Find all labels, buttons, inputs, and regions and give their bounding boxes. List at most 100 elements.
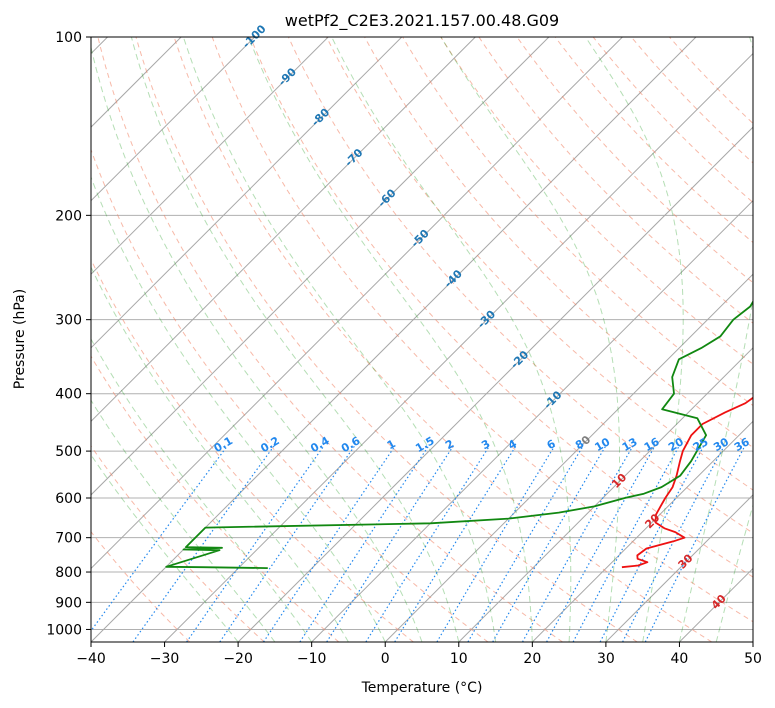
y-tick-label: 500	[55, 444, 82, 460]
y-tick-label: 700	[55, 531, 82, 547]
y-tick-label: 100	[55, 30, 82, 46]
isotherm-line	[531, 420, 753, 642]
moist-adiabat-line	[440, 37, 620, 642]
isotherm-line	[91, 37, 550, 496]
mixing-ratio-label: 3	[479, 437, 492, 452]
isotherm-line	[91, 37, 329, 275]
x-axis-label: Temperature (°C)	[361, 680, 483, 696]
moist-adiabat-line	[130, 37, 460, 642]
isotherm-line	[679, 567, 753, 642]
moist-adiabat-line	[585, 37, 684, 642]
moist-adiabat-line	[331, 37, 572, 642]
x-tick-label: 40	[671, 651, 689, 667]
dry-adiabat-line	[326, 37, 753, 491]
moist-adiabat-line	[91, 45, 423, 642]
isotherm-line	[311, 199, 753, 642]
dry-adiabat-line	[554, 37, 753, 244]
x-tick-label: 20	[523, 651, 541, 667]
dry-adiabat-line	[440, 37, 753, 365]
mixing-ratio-line	[91, 445, 228, 632]
mixing-ratio-line	[262, 445, 396, 642]
mixing-ratio-line	[467, 445, 584, 642]
dry-adiabat-line	[287, 37, 753, 534]
mixing-ratio-line	[436, 445, 556, 642]
mixing-ratio-line	[132, 445, 275, 642]
x-tick-label: 50	[744, 651, 762, 667]
x-tick-label: −20	[223, 651, 253, 667]
dry-adiabat-line	[592, 37, 753, 204]
mixing-ratio-line	[521, 445, 634, 642]
x-tick-label: −30	[150, 651, 180, 667]
isotherm-line	[91, 37, 697, 642]
dry-adiabat-line	[91, 531, 191, 642]
background-lines	[91, 37, 753, 642]
y-tick-label: 1000	[46, 622, 82, 638]
mixing-ratio-label: 0.1	[212, 434, 235, 455]
dry-adiabat-line	[135, 37, 638, 642]
moist-adiabat-line	[678, 37, 753, 642]
y-tick-label: 300	[55, 313, 82, 329]
dewpoint-profile-line	[165, 300, 753, 569]
isotherm-label: -80	[309, 106, 332, 129]
mixing-ratio-line	[492, 445, 607, 642]
mixing-ratio-line	[186, 445, 325, 642]
mixing-ratio-line	[572, 445, 680, 642]
moist-adiabat-line	[91, 338, 313, 642]
isotherm-line	[752, 641, 753, 642]
dry-adiabat-line	[516, 37, 753, 284]
mixing-ratio-line	[546, 445, 656, 642]
isotherm-label: -40	[442, 267, 465, 290]
y-tick-label: 400	[55, 387, 82, 403]
mixing-ratio-label: 0.6	[339, 434, 363, 455]
y-tick-label: 600	[55, 491, 82, 507]
mixing-ratio-label: 2	[443, 437, 456, 452]
dry-adiabat-line	[91, 445, 265, 642]
y-tick-label: 200	[55, 208, 82, 224]
moist-adiabat-line	[91, 175, 386, 642]
dry-adiabat-line	[364, 37, 753, 449]
mixing-ratio-line	[299, 445, 430, 642]
isotherm-line	[91, 37, 623, 570]
isotherm-line	[91, 37, 256, 202]
dry-adiabat-line	[211, 37, 753, 623]
plot-frame	[90, 36, 754, 643]
moist-adiabat-line	[91, 454, 239, 642]
isotherm-line	[91, 37, 476, 423]
isotherm-line	[164, 52, 753, 642]
isotherm-line	[91, 37, 403, 349]
y-tick-label: 900	[55, 595, 82, 611]
moist-adiabat-line	[182, 37, 497, 642]
isotherm-line	[384, 273, 753, 642]
chart-title: wetPf2_C2E3.2021.157.00.48.G09	[285, 11, 559, 31]
mixing-ratio-line	[365, 445, 491, 642]
profile-series	[165, 300, 753, 569]
isotherm-line	[458, 347, 753, 642]
y-tick-label: 800	[55, 565, 82, 581]
mixing-ratio-line	[599, 445, 705, 642]
x-tick-label: 30	[597, 651, 615, 667]
mixing-ratio-label: 1.5	[413, 434, 436, 455]
mixing-ratio-line	[644, 445, 746, 642]
mixing-ratio-line	[622, 445, 725, 642]
isotherm-label: 30	[676, 551, 696, 571]
dry-adiabat-line	[97, 37, 563, 642]
dry-adiabat-line	[91, 355, 340, 642]
dry-adiabat-line	[669, 37, 753, 125]
isotherm-label: -90	[276, 65, 299, 88]
x-tick-label: −40	[76, 651, 106, 667]
moist-adiabat-line	[247, 37, 533, 642]
dry-adiabat-line	[630, 37, 753, 164]
mixing-ratio-label: 4	[506, 437, 519, 452]
x-tick-label: −10	[297, 651, 327, 667]
dry-adiabat-line	[249, 37, 753, 578]
axis-ticks: −40 −30 −20 −10 0 10 20 30 40 50 1000 900 800 700 600 5…	[46, 30, 762, 667]
x-tick-label: 10	[450, 651, 468, 667]
mixing-ratio-line	[326, 445, 454, 642]
isotherm-line	[605, 494, 753, 642]
moist-adiabat-line	[91, 266, 349, 642]
mixing-ratio-line	[394, 445, 517, 642]
mixing-ratio-label: 6	[545, 437, 558, 452]
dry-adiabat-line	[402, 37, 753, 407]
moist-adiabat-line	[715, 503, 753, 642]
